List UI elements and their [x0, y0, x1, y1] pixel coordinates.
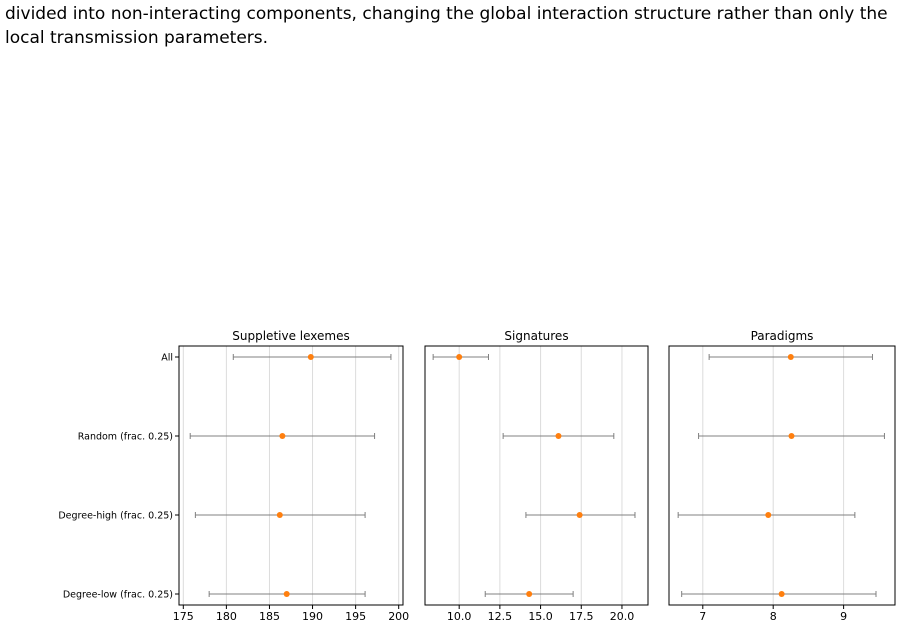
data-point	[276, 512, 283, 518]
panel-1: 175 180 185 190 195 200 Suppletive lexemes All R…	[58, 329, 409, 623]
data-point	[788, 433, 795, 439]
x-tick-label: 20.0	[610, 610, 635, 623]
axes-frame	[424, 345, 649, 606]
x-tick-label: 15.0	[528, 610, 553, 623]
x-tick-label: 17.5	[569, 610, 594, 623]
data-point	[526, 591, 533, 597]
panel-title: Paradigms	[751, 329, 814, 343]
axes-frame	[178, 345, 404, 606]
x-tick-label: 10.0	[447, 610, 472, 623]
data-point	[787, 354, 794, 360]
y-tick-label: All	[161, 353, 173, 364]
x-tick-label: 185	[259, 610, 280, 623]
panel-3: 7 8 9 Paradigms	[668, 329, 896, 623]
caption-line-1: divided into non-interacting components,…	[5, 4, 888, 24]
panel-2: 10.0 12.5 15.0 17.5 20.0 Signatures	[424, 329, 649, 623]
data-point	[765, 512, 772, 518]
data-point	[555, 433, 562, 439]
x-tick-label: 200	[388, 610, 409, 623]
x-tick-label: 9	[840, 610, 847, 623]
x-tick-label: 195	[345, 610, 366, 623]
data-point	[778, 591, 785, 597]
panel-title: Suppletive lexemes	[232, 329, 349, 343]
data-point	[279, 433, 286, 439]
x-tick-label: 8	[770, 610, 777, 623]
y-tick-label: Random (frac. 0.25)	[78, 432, 173, 443]
y-tick-label: Degree-high (frac. 0.25)	[58, 511, 173, 522]
x-tick-label: 12.5	[488, 610, 513, 623]
x-tick-label: 180	[216, 610, 237, 623]
data-point	[307, 354, 314, 360]
axes-frame	[668, 345, 896, 606]
data-point	[283, 591, 290, 597]
caption-paragraph: divided into non-interacting components,…	[5, 2, 900, 50]
caption-line-2: local transmission parameters.	[5, 28, 269, 48]
panel-title: Signatures	[504, 329, 568, 343]
data-point	[576, 512, 583, 518]
x-tick-label: 190	[302, 610, 323, 623]
data-point	[456, 354, 463, 360]
x-tick-label: 7	[699, 610, 706, 623]
x-tick-label: 175	[173, 610, 194, 623]
y-tick-label: Degree-low (frac. 0.25)	[63, 590, 173, 601]
